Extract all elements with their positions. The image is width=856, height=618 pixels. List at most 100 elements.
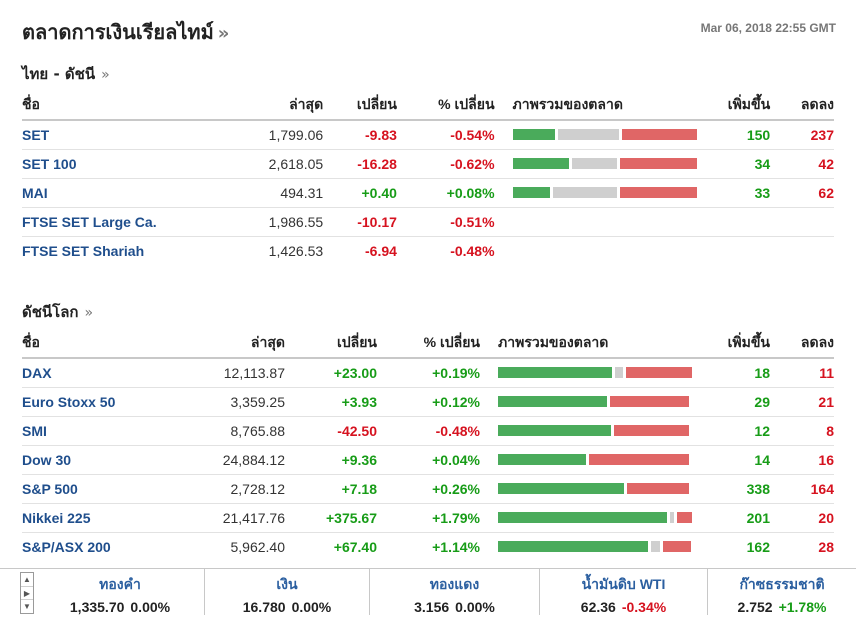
ticker-nav[interactable]: ▲ ▶ ▼ xyxy=(20,572,34,614)
ticker-nav-up-icon[interactable]: ▲ xyxy=(23,575,31,584)
section-title-thai[interactable]: ไทย - ดัชนี » xyxy=(22,62,110,86)
change-value: -9.83 xyxy=(323,120,397,150)
declining-count xyxy=(770,236,834,265)
change-value: -42.50 xyxy=(285,416,377,446)
col-header-name: ชื่อ xyxy=(22,328,172,359)
table-header-row: ชื่อ ล่าสุด เปลี่ยน % เปลี่ยน ภาพรวมของต… xyxy=(22,328,834,359)
advancing-count xyxy=(697,236,771,265)
index-name-link[interactable]: S&P 500 xyxy=(22,474,172,504)
col-header-down: ลดลง xyxy=(770,328,834,359)
last-price: 24,884.12 xyxy=(172,445,285,475)
breadth-advancing-segment xyxy=(498,396,607,407)
ticker-item-price: 3.156 xyxy=(414,599,450,615)
declining-count: 237 xyxy=(770,120,834,150)
breadth-declining-segment xyxy=(619,158,697,169)
table-row: S&P/ASX 200 5,962.40 +67.40 +1.14% 162 28 xyxy=(22,532,834,561)
ticker-nav-down-icon[interactable]: ▼ xyxy=(21,599,33,612)
change-percent: -0.62% xyxy=(396,149,495,179)
section-title-world[interactable]: ดัชนีโลก » xyxy=(22,300,93,324)
section-title-world-text[interactable]: ดัชนีโลก xyxy=(22,303,79,321)
market-breadth-cell xyxy=(480,358,692,388)
breadth-unchanged-segment xyxy=(572,158,617,169)
breadth-unchanged-segment xyxy=(552,187,617,198)
breadth-advancing-segment xyxy=(512,187,550,198)
col-header-pct: % เปลี่ยน xyxy=(396,90,495,121)
index-name-link[interactable]: FTSE SET Large Ca. xyxy=(22,207,210,237)
advancing-count: 150 xyxy=(696,120,771,150)
ticker-item-name-link[interactable]: ทองคำ xyxy=(99,576,141,592)
index-name-link[interactable]: Dow 30 xyxy=(22,445,172,475)
ticker-item-name-link[interactable]: น้ำมันดิบ WTI xyxy=(581,576,666,592)
index-name-link[interactable]: DAX xyxy=(22,358,172,388)
ticker-item-name-link[interactable]: เงิน xyxy=(276,576,298,592)
ticker-item: ทองคำ 1,335.70 0.00% xyxy=(36,569,205,615)
index-name-link[interactable]: SET xyxy=(22,120,210,150)
change-percent: +0.12% xyxy=(377,387,480,417)
last-price: 3,359.25 xyxy=(172,387,285,417)
index-name-link[interactable]: SET 100 xyxy=(22,149,210,179)
breadth-advancing-segment xyxy=(498,483,624,494)
table-row: Dow 30 24,884.12 +9.36 +0.04% 14 16 xyxy=(22,445,834,475)
breadth-declining-segment xyxy=(677,512,692,523)
page-title[interactable]: ตลาดการเงินเรียลไทม์» xyxy=(22,16,229,48)
change-value: -6.94 xyxy=(365,242,397,259)
change-value: +0.40 xyxy=(323,178,397,208)
market-breadth-bar xyxy=(498,483,692,494)
change-value: -10.17 xyxy=(323,207,397,237)
last-price: 1,799.06 xyxy=(209,120,324,150)
index-name-link[interactable]: Nikkei 225 xyxy=(22,503,172,533)
col-header-overview: ภาพรวมของตลาด xyxy=(494,90,697,121)
declining-count: 8 xyxy=(770,416,834,446)
breadth-declining-segment xyxy=(610,396,689,407)
timestamp: Mar 06, 2018 22:55 GMT xyxy=(700,21,836,35)
ticker-nav-expand-icon[interactable]: ▶ xyxy=(21,586,33,599)
section-world-more-icon[interactable]: » xyxy=(84,305,94,321)
page-title-text[interactable]: ตลาดการเงินเรียลไทม์ xyxy=(22,20,214,44)
last-price: 21,417.76 xyxy=(172,503,285,533)
ticker-item-name-link[interactable]: ก๊าซธรรมชาติ xyxy=(739,576,825,592)
change-percent: -0.48% xyxy=(377,416,480,446)
commodity-ticker-bar: ▲ ▶ ▼ ทองคำ 1,335.70 0.00% เงิน 16.780 0.00% ท… xyxy=(0,568,856,618)
market-breadth-cell xyxy=(494,120,697,150)
change-percent: +0.04% xyxy=(377,445,480,475)
declining-count: 20 xyxy=(770,503,834,533)
market-breadth-bar xyxy=(498,425,692,436)
market-breadth-cell xyxy=(495,236,697,265)
change-percent: -0.51% xyxy=(396,207,495,237)
section-title-thai-text[interactable]: ไทย - ดัชนี xyxy=(22,65,96,83)
breadth-declining-segment xyxy=(589,454,689,465)
ticker-item-values: 1,335.70 0.00% xyxy=(36,599,204,615)
index-name-link[interactable]: Euro Stoxx 50 xyxy=(22,387,172,417)
ticker-item-change: -0.34% xyxy=(621,599,667,615)
page-title-more-icon[interactable]: » xyxy=(217,23,230,44)
table-row: S&P 500 2,728.12 +7.18 +0.26% 338 164 xyxy=(22,474,834,504)
ticker-item: ก๊าซธรรมชาติ 2.752 +1.78% xyxy=(708,569,856,615)
last-price: 8,765.88 xyxy=(172,416,285,446)
index-name-link[interactable]: FTSE SET Shariah xyxy=(22,242,145,259)
breadth-declining-segment xyxy=(621,129,697,141)
col-header-pct: % เปลี่ยน xyxy=(377,328,480,359)
change-percent: -0.48% xyxy=(450,242,495,259)
ticker-item: ทองแดง 3.156 0.00% xyxy=(370,569,540,615)
index-name-link[interactable]: S&P/ASX 200 xyxy=(22,538,111,555)
ticker-item-values: 3.156 0.00% xyxy=(370,599,539,615)
market-breadth-cell xyxy=(480,474,692,504)
index-name-link[interactable]: SMI xyxy=(22,416,172,446)
declining-count: 28 xyxy=(818,538,834,555)
advancing-count: 12 xyxy=(692,416,770,446)
market-breadth-bar xyxy=(512,129,697,141)
section-thai-more-icon[interactable]: » xyxy=(101,67,110,83)
last-price: 12,113.87 xyxy=(172,358,285,388)
col-header-up: เพิ่มขึ้น xyxy=(696,90,771,121)
thai-index-table: ชื่อ ล่าสุด เปลี่ยน % เปลี่ยน ภาพรวมของต… xyxy=(22,90,834,265)
market-breadth-cell xyxy=(480,387,692,417)
table-row: Euro Stoxx 50 3,359.25 +3.93 +0.12% 29 21 xyxy=(22,387,834,417)
index-name-link[interactable]: MAI xyxy=(22,178,210,208)
ticker-item-name-link[interactable]: ทองแดง xyxy=(429,576,480,592)
col-header-up: เพิ่มขึ้น xyxy=(692,328,770,359)
page-header: ตลาดการเงินเรียลไทม์» Mar 06, 2018 22:55… xyxy=(22,16,836,46)
table-row: FTSE SET Shariah 1,426.53 -6.94 -0.48% xyxy=(22,236,834,265)
declining-count: 62 xyxy=(770,178,834,208)
change-value: -16.28 xyxy=(323,149,397,179)
col-header-last: ล่าสุด xyxy=(172,328,285,359)
